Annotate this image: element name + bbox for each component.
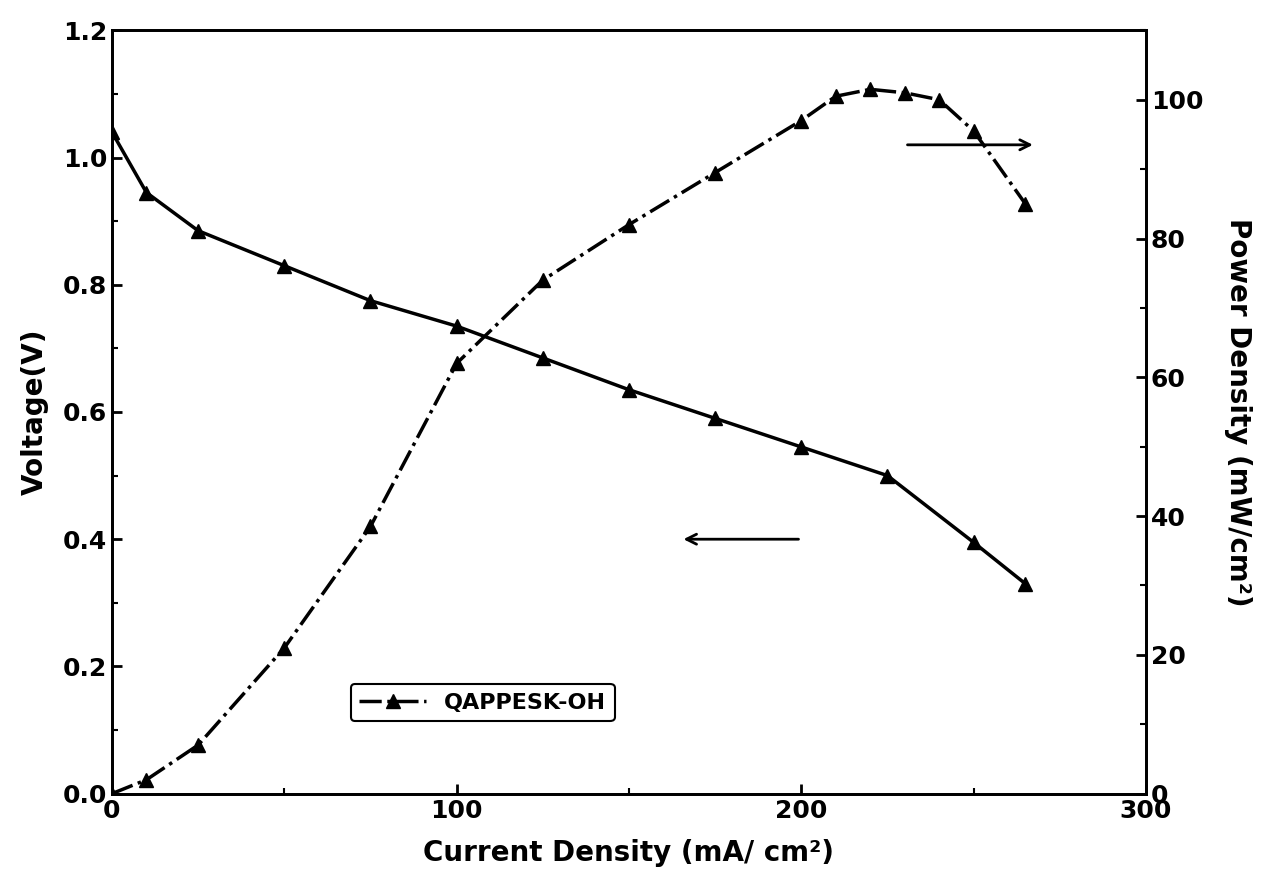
Y-axis label: Voltage(V): Voltage(V) xyxy=(20,329,48,496)
X-axis label: Current Density (mA/ cm²): Current Density (mA/ cm²) xyxy=(424,839,835,868)
Y-axis label: Power Density (mW/cm²): Power Density (mW/cm²) xyxy=(1225,218,1253,607)
Legend: QAPPESK-OH: QAPPESK-OH xyxy=(350,684,615,721)
